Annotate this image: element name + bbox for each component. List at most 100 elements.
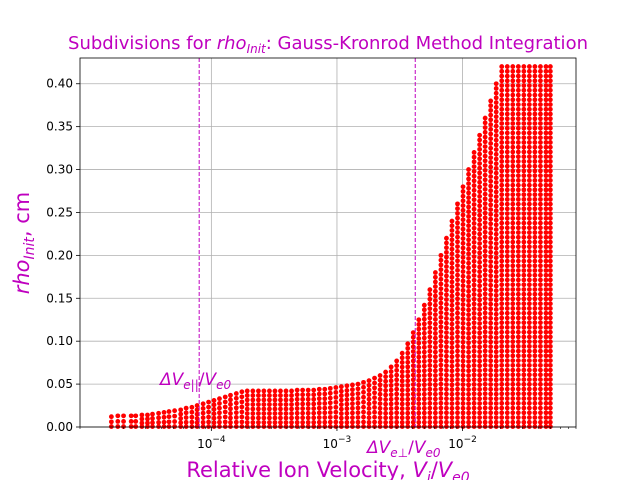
- data-point: [283, 415, 289, 421]
- data-point: [543, 234, 549, 240]
- data-point: [493, 90, 499, 96]
- data-point: [526, 173, 532, 179]
- data-point: [515, 334, 521, 340]
- data-point: [521, 367, 527, 373]
- data-point: [510, 73, 516, 79]
- data-point: [547, 102, 553, 107]
- data-point: [504, 249, 510, 254]
- data-point: [493, 147, 499, 152]
- data-point: [547, 381, 553, 387]
- data-point: [466, 405, 471, 411]
- data-point: [543, 239, 549, 245]
- data-point: [377, 391, 383, 397]
- data-point: [499, 215, 505, 221]
- data-point: [547, 173, 553, 179]
- data-point: [189, 419, 195, 425]
- data-point: [194, 420, 200, 426]
- data-point: [493, 114, 499, 120]
- data-point: [532, 400, 538, 406]
- data-point: [538, 301, 543, 307]
- data-point: [189, 414, 195, 420]
- x-tick-base: 10: [323, 437, 338, 451]
- data-point: [228, 415, 233, 421]
- data-point: [455, 253, 460, 259]
- data-point: [547, 78, 553, 84]
- data-point: [532, 196, 538, 202]
- data-point: [300, 410, 306, 416]
- data-point: [217, 419, 222, 425]
- data-point: [250, 420, 256, 425]
- data-point: [410, 349, 416, 354]
- data-point: [432, 391, 438, 397]
- data-point: [493, 269, 499, 275]
- data-point: [261, 420, 267, 425]
- data-point: [444, 287, 449, 293]
- data-point: [488, 405, 494, 411]
- data-point: [538, 116, 543, 122]
- data-point: [466, 284, 471, 289]
- data-point: [444, 349, 449, 354]
- data-point: [477, 175, 483, 180]
- data-point: [532, 329, 538, 335]
- data-point: [145, 416, 150, 422]
- data-point: [488, 367, 494, 373]
- data-point: [493, 236, 499, 242]
- data-point: [471, 235, 477, 241]
- data-point: [444, 396, 449, 402]
- data-point: [504, 140, 510, 145]
- data-point: [547, 249, 553, 254]
- data-point: [482, 243, 488, 249]
- data-point: [543, 111, 549, 117]
- data-point: [410, 363, 416, 369]
- data-point: [526, 83, 532, 88]
- data-point: [471, 391, 477, 397]
- data-point: [289, 402, 294, 407]
- data-point: [344, 392, 350, 398]
- data-point: [532, 220, 538, 226]
- data-point: [294, 424, 300, 429]
- data-point: [455, 305, 460, 311]
- data-point: [477, 212, 483, 218]
- data-point: [532, 87, 538, 93]
- data-point: [438, 381, 444, 387]
- data-point: [499, 206, 505, 212]
- data-point: [543, 125, 549, 131]
- data-point: [305, 406, 311, 411]
- data-point: [515, 154, 521, 160]
- data-point: [504, 287, 510, 292]
- data-point: [432, 302, 438, 308]
- data-point: [449, 373, 455, 378]
- data-point: [355, 400, 361, 406]
- data-point: [499, 343, 505, 349]
- data-point: [455, 244, 460, 250]
- data-point: [355, 396, 361, 401]
- data-point: [471, 367, 477, 373]
- data-point: [515, 144, 521, 150]
- data-point: [421, 415, 427, 421]
- data-point: [493, 100, 499, 105]
- data-point: [526, 249, 532, 254]
- data-point: [394, 401, 400, 406]
- data-point: [460, 330, 466, 336]
- data-point: [471, 168, 477, 174]
- data-point: [515, 358, 521, 364]
- data-point: [515, 253, 521, 259]
- data-point: [488, 396, 494, 402]
- data-point: [515, 249, 521, 254]
- data-point: [300, 415, 306, 421]
- data-point: [488, 287, 494, 293]
- data-point: [477, 151, 483, 157]
- data-point: [421, 312, 427, 317]
- data-point: [510, 64, 516, 69]
- data-point: [416, 335, 422, 341]
- data-point: [499, 149, 505, 155]
- data-point: [521, 391, 527, 397]
- data-point: [372, 419, 377, 425]
- data-point: [538, 97, 543, 103]
- data-point: [267, 397, 272, 403]
- data-point: [344, 387, 350, 393]
- data-point: [388, 387, 394, 393]
- data-point: [416, 322, 422, 327]
- data-point: [267, 393, 272, 398]
- data-point: [526, 277, 532, 283]
